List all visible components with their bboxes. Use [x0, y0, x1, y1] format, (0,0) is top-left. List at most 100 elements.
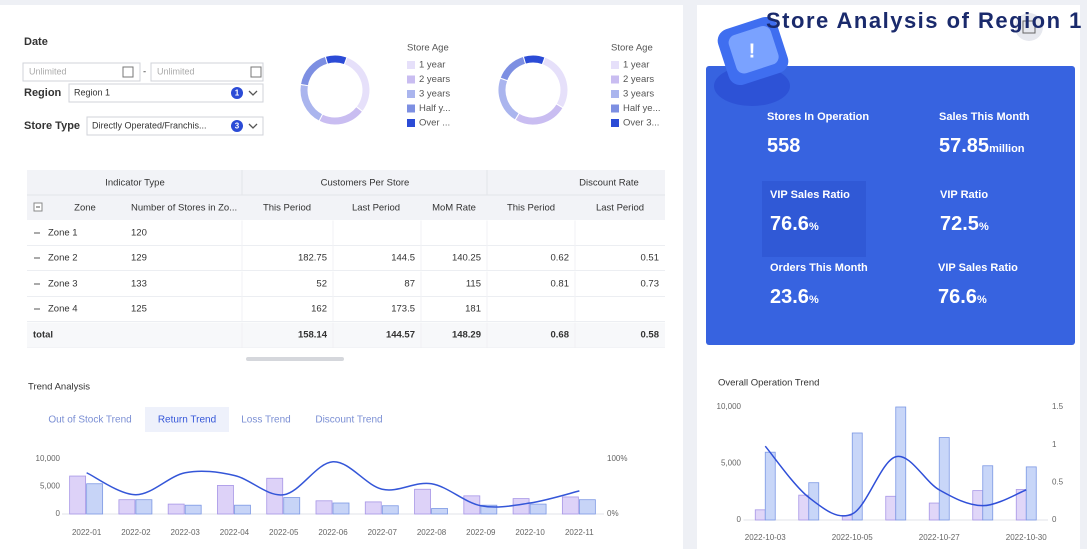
- trend-line: [764, 445, 1027, 517]
- date-label: Date: [24, 36, 48, 48]
- kpi-label: VIP Sales Ratio: [938, 262, 1018, 274]
- bar: [561, 496, 579, 515]
- cell: 144.57: [386, 330, 415, 341]
- kpi-unit: %: [979, 221, 989, 233]
- bar: [754, 509, 766, 521]
- column-header: This Period: [263, 203, 311, 214]
- dropdown[interactable]: [68, 83, 264, 103]
- bar: [234, 504, 251, 515]
- column-header: MoM Rate: [432, 203, 476, 214]
- x-tick-label: 2022-02: [121, 528, 151, 537]
- kpi-value: 76.6: [770, 213, 809, 235]
- legend-label: Half y...: [419, 103, 451, 114]
- store-type-label: Store Type: [24, 120, 80, 132]
- count-badge-text: 1: [235, 89, 240, 98]
- legend-swatch: [611, 119, 619, 127]
- bar: [938, 437, 950, 521]
- cell: 148.29: [452, 330, 481, 341]
- bar: [764, 451, 776, 521]
- y-tick-label: 10,000: [36, 454, 61, 463]
- group-header: Indicator Type: [105, 178, 165, 189]
- cell: 0.58: [641, 330, 660, 341]
- kpi-label: VIP Sales Ratio: [770, 189, 850, 201]
- bar: [184, 504, 202, 515]
- svg-text:!: !: [749, 40, 756, 62]
- tab: Loss Trend: [241, 415, 290, 426]
- dropdown-value: Region 1: [74, 87, 110, 97]
- kpi-label: VIP Ratio: [940, 189, 988, 201]
- row-label: Zone 4: [48, 304, 78, 315]
- cell: 158.14: [298, 330, 328, 341]
- calendar-icon: [122, 66, 134, 78]
- kpi-value: 558: [767, 135, 800, 157]
- cell: 129: [131, 253, 147, 264]
- count-badge-text: 3: [235, 122, 240, 131]
- total-row-bg: [27, 322, 665, 348]
- bar: [283, 497, 301, 515]
- x-tick-label: 2022-08: [417, 528, 447, 537]
- kpi-value-text: 76.6%: [938, 286, 987, 308]
- cell: 120: [131, 228, 147, 239]
- legend-swatch: [407, 75, 415, 84]
- y-tick-label: 5,000: [721, 459, 742, 468]
- x-tick-label: 2022-11: [565, 528, 594, 537]
- legend-title: Store Age: [611, 43, 653, 54]
- legend-swatch: [407, 61, 415, 69]
- count-badge: [231, 120, 243, 132]
- date-start-input[interactable]: [22, 62, 141, 82]
- count-badge: [231, 87, 243, 99]
- x-tick-label: 2022-10-03: [745, 533, 786, 542]
- donut-segment: [324, 54, 348, 66]
- calendar-icon: [250, 66, 262, 78]
- y-tick-label: 0%: [607, 509, 619, 518]
- bar: [851, 432, 863, 521]
- bar: [381, 505, 399, 515]
- kpi-card: [706, 66, 1075, 345]
- y-tick-label: 0: [1052, 515, 1057, 524]
- x-tick-label: 2022-04: [220, 528, 250, 537]
- y-tick-label: 10,000: [717, 402, 742, 411]
- x-tick-label: 2022-06: [318, 528, 348, 537]
- kpi-value-text: 76.6%: [770, 213, 819, 235]
- group-header: Customers Per Store: [321, 178, 410, 189]
- date-end-input[interactable]: [150, 62, 264, 82]
- y-tick-label: 0: [56, 509, 61, 518]
- bar: [332, 502, 350, 515]
- x-tick-label: 2022-10-27: [919, 533, 960, 542]
- kpi-label: Orders This Month: [770, 262, 868, 274]
- bar: [431, 508, 448, 515]
- legend-swatch: [407, 90, 415, 98]
- x-tick-label: 2022-05: [269, 528, 299, 537]
- settings-button[interactable]: [1015, 13, 1043, 41]
- legend-label: 1 year: [419, 60, 445, 71]
- bar: [315, 500, 333, 515]
- column-header: Number of Stores in Zo...: [131, 203, 237, 214]
- legend-label: 1 year: [623, 60, 649, 71]
- legend-label: 2 years: [623, 74, 654, 85]
- kpi-label: Stores In Operation: [767, 111, 869, 123]
- scrollbar[interactable]: [246, 357, 344, 361]
- bar: [480, 504, 498, 515]
- kpi-unit: %: [977, 294, 987, 306]
- date-start-placeholder: Unlimited: [29, 66, 67, 76]
- bar: [167, 503, 185, 515]
- bar: [266, 477, 284, 515]
- x-tick-label: 2022-10-30: [1006, 533, 1047, 542]
- group-header: Discount Rate: [579, 178, 639, 189]
- dropdown[interactable]: [86, 116, 264, 136]
- bar: [118, 499, 136, 515]
- tab: Return Trend: [158, 415, 216, 426]
- legend-swatch: [611, 104, 619, 113]
- legend-label: Over 3...: [623, 118, 659, 129]
- dropdown-value: Directly Operated/Franchis...: [92, 120, 207, 130]
- chevron: [248, 123, 258, 129]
- legend-label: Over ...: [419, 118, 450, 129]
- bar: [982, 465, 994, 521]
- x-tick-label: 2022-03: [171, 528, 201, 537]
- bar: [928, 502, 940, 521]
- donut-segment: [522, 54, 546, 66]
- kpi-value-text: 23.6%: [770, 286, 819, 308]
- bar: [895, 406, 907, 521]
- trend-line: [86, 460, 580, 508]
